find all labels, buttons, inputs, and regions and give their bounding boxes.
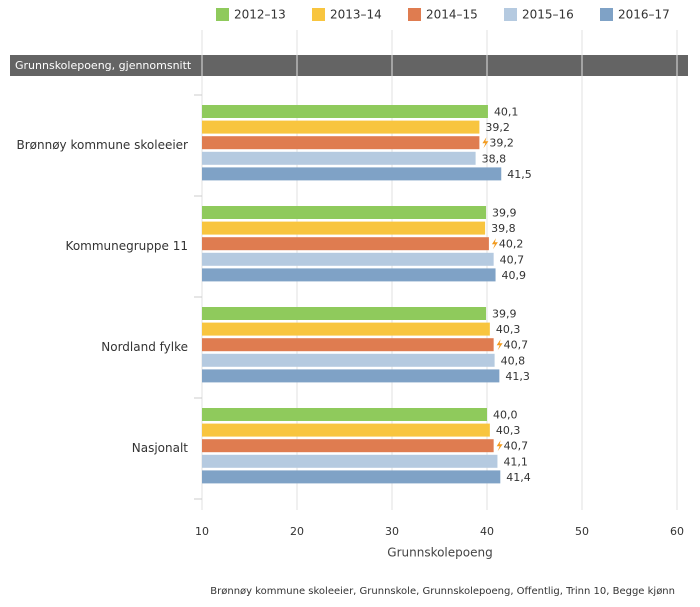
value-label: 41,3: [505, 370, 529, 383]
bar: [202, 120, 480, 134]
value-label: 41,1: [503, 455, 528, 468]
chart-subtitle: Grunnskolepoeng, gjennomsnitt: [15, 59, 192, 72]
bar: [202, 423, 490, 437]
value-label: 40,9: [502, 269, 527, 282]
legend-label: 2013–14: [330, 8, 382, 22]
bar: [202, 307, 487, 320]
footnote: Brønnøy kommune skoleeier, Grunnskole, G…: [210, 586, 675, 597]
flag-icon: [482, 137, 489, 149]
bar: [202, 167, 502, 181]
value-label: 39,2: [489, 137, 514, 150]
bar: [202, 221, 486, 235]
legend-swatch: [312, 8, 325, 21]
bar: [202, 206, 487, 219]
value-label: 40,3: [496, 424, 520, 437]
bar: [202, 338, 494, 352]
y-tick-label: Kommunegruppe 11: [66, 239, 188, 253]
value-label: 39,8: [491, 222, 515, 235]
bar: [202, 454, 498, 468]
bar: [202, 353, 495, 367]
bar: [202, 470, 501, 484]
bar: [202, 151, 476, 165]
legend-swatch: [600, 8, 613, 21]
bar: [202, 439, 494, 453]
bar: [202, 268, 496, 282]
bar: [202, 322, 490, 336]
bar: [202, 408, 487, 421]
x-tick-label: 10: [195, 525, 209, 538]
flag-icon: [491, 238, 498, 250]
value-label: 41,4: [506, 471, 531, 484]
y-tick-label: Brønnøy kommune skoleeier: [17, 138, 189, 152]
value-label: 38,8: [482, 152, 507, 165]
bar: [202, 252, 494, 266]
bar: [202, 136, 480, 150]
bar: [202, 237, 489, 251]
x-axis-title: Grunnskolepoeng: [387, 546, 492, 560]
value-label: 40,7: [504, 440, 529, 453]
value-label: 40,8: [501, 354, 525, 367]
legend-label: 2015–16: [522, 8, 574, 22]
legend-label: 2014–15: [426, 8, 478, 22]
flag-icon: [496, 440, 503, 452]
x-tick-label: 60: [670, 525, 684, 538]
x-tick-label: 30: [385, 525, 399, 538]
flag-icon: [496, 339, 503, 351]
value-label: 39,9: [492, 207, 517, 220]
x-tick-label: 20: [290, 525, 304, 538]
value-label: 40,2: [499, 238, 524, 251]
value-label: 39,2: [485, 121, 510, 134]
x-tick-label: 50: [575, 525, 589, 538]
legend-label: 2012–13: [234, 8, 286, 22]
value-label: 40,1: [494, 106, 519, 119]
value-label: 40,0: [493, 409, 518, 422]
legend-swatch: [504, 8, 517, 21]
legend-label: 2016–17: [618, 8, 670, 22]
subtitle-band: [10, 55, 688, 76]
legend-swatch: [408, 8, 421, 21]
value-label: 41,5: [507, 168, 532, 181]
value-label: 40,3: [496, 323, 520, 336]
bar: [202, 369, 500, 383]
y-tick-label: Nasjonalt: [132, 441, 189, 455]
value-label: 40,7: [504, 339, 529, 352]
legend-swatch: [216, 8, 229, 21]
bar: [202, 105, 488, 118]
y-tick-label: Nordland fylke: [101, 340, 188, 354]
value-label: 40,7: [500, 253, 525, 266]
x-tick-label: 40: [480, 525, 494, 538]
value-label: 39,9: [492, 308, 517, 321]
